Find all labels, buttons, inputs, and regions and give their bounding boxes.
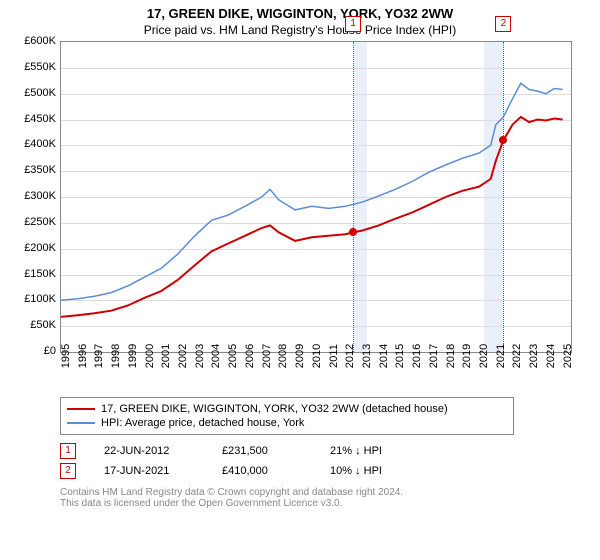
x-axis-label: 2021 <box>495 344 507 368</box>
y-axis-label: £450K <box>10 113 56 125</box>
sales-table: 1 22-JUN-2012 £231,500 21% ↓ HPI 2 17-JUN-202… <box>60 441 590 481</box>
y-axis-label: £250K <box>10 216 56 228</box>
x-axis-label: 2007 <box>261 344 273 368</box>
x-axis-label: 2024 <box>545 344 557 368</box>
x-axis-label: 2017 <box>428 344 440 368</box>
x-axis-label: 2011 <box>328 344 340 368</box>
x-axis-label: 1998 <box>110 344 122 368</box>
sale-date: 22-JUN-2012 <box>104 445 194 457</box>
y-axis-label: £0 <box>10 345 56 357</box>
legend-label: 17, GREEN DIKE, WIGGINTON, YORK, YO32 2W… <box>101 403 448 415</box>
series-line <box>61 83 563 300</box>
y-axis-label: £50K <box>10 319 56 331</box>
y-axis-label: £300K <box>10 190 56 202</box>
sale-price: £410,000 <box>222 465 302 477</box>
x-axis-label: 2004 <box>210 344 222 368</box>
event-marker: 2 <box>495 16 511 32</box>
x-axis-label: 2019 <box>461 344 473 368</box>
legend-item: 17, GREEN DIKE, WIGGINTON, YORK, YO32 2W… <box>67 402 507 416</box>
x-axis-label: 2006 <box>244 344 256 368</box>
y-axis-label: £500K <box>10 87 56 99</box>
y-axis-label: £400K <box>10 138 56 150</box>
x-axis-label: 2012 <box>344 344 356 368</box>
x-axis-label: 2001 <box>160 344 172 368</box>
y-axis-label: £150K <box>10 268 56 280</box>
legend-box: 17, GREEN DIKE, WIGGINTON, YORK, YO32 2W… <box>60 397 514 435</box>
x-axis-label: 2020 <box>478 344 490 368</box>
x-axis-label: 2013 <box>361 344 373 368</box>
series-svg <box>61 42 571 352</box>
x-axis-label: 2000 <box>144 344 156 368</box>
legend-swatch <box>67 408 95 410</box>
y-axis-label: £100K <box>10 293 56 305</box>
legend-label: HPI: Average price, detached house, York <box>101 417 304 429</box>
x-axis-label: 2003 <box>194 344 206 368</box>
footer-attribution: Contains HM Land Registry data © Crown c… <box>60 487 590 509</box>
sale-marker: 1 <box>60 443 76 459</box>
legend-item: HPI: Average price, detached house, York <box>67 416 507 430</box>
x-axis-label: 1995 <box>60 344 72 368</box>
sale-row: 2 17-JUN-2021 £410,000 10% ↓ HPI <box>60 461 590 481</box>
footer-line-2: This data is licensed under the Open Gov… <box>60 498 590 509</box>
x-axis-label: 1996 <box>77 344 89 368</box>
x-axis-label: 2009 <box>294 344 306 368</box>
sale-marker: 2 <box>60 463 76 479</box>
x-axis-label: 2025 <box>562 344 574 368</box>
y-axis-label: £550K <box>10 61 56 73</box>
x-axis-label: 2022 <box>511 344 523 368</box>
chart-container: 17, GREEN DIKE, WIGGINTON, YORK, YO32 2W… <box>0 0 600 560</box>
plot-region: 12 <box>60 41 572 353</box>
x-axis-label: 2002 <box>177 344 189 368</box>
footer-line-1: Contains HM Land Registry data © Crown c… <box>60 487 590 498</box>
x-axis-label: 2016 <box>411 344 423 368</box>
chart-area: 12 £0 £50K £100K £150K £200K £250K £300K £350K £… <box>10 41 570 391</box>
sale-delta: 21% ↓ HPI <box>330 445 382 457</box>
sale-delta: 10% ↓ HPI <box>330 465 382 477</box>
x-axis-label: 2005 <box>227 344 239 368</box>
x-axis-label: 2008 <box>277 344 289 368</box>
x-axis-label: 2014 <box>378 344 390 368</box>
x-axis-label: 2023 <box>528 344 540 368</box>
y-axis-label: £200K <box>10 242 56 254</box>
x-axis-label: 2015 <box>394 344 406 368</box>
event-marker: 1 <box>345 16 361 32</box>
sale-point <box>499 136 507 144</box>
sale-price: £231,500 <box>222 445 302 457</box>
x-axis-label: 1999 <box>127 344 139 368</box>
x-axis-label: 2018 <box>445 344 457 368</box>
sale-row: 1 22-JUN-2012 £231,500 21% ↓ HPI <box>60 441 590 461</box>
x-axis-label: 1997 <box>93 344 105 368</box>
y-axis-label: £350K <box>10 164 56 176</box>
y-axis-label: £600K <box>10 35 56 47</box>
x-axis-label: 2010 <box>311 344 323 368</box>
sale-point <box>349 228 357 236</box>
legend-swatch <box>67 422 95 424</box>
sale-date: 17-JUN-2021 <box>104 465 194 477</box>
